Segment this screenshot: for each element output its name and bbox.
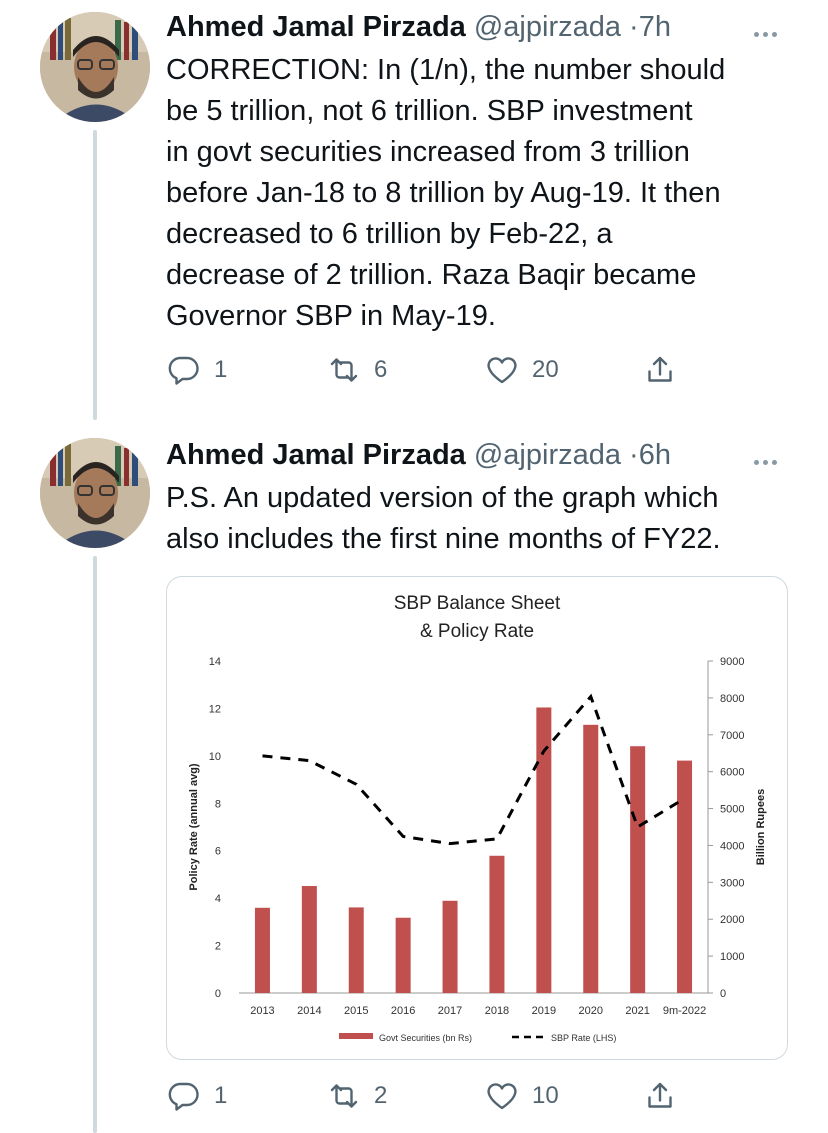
chart-subtitle: & Policy Rate — [420, 621, 534, 642]
y2-tick-label: 0 — [720, 988, 726, 1000]
thread-line — [93, 130, 97, 420]
retweet-count: 6 — [374, 356, 388, 383]
retweet-count: 2 — [374, 1082, 388, 1109]
y2-tick-label: 5000 — [720, 804, 744, 816]
bar — [395, 917, 411, 993]
y2-tick-label: 4000 — [720, 840, 744, 852]
like-count: 10 — [532, 1082, 559, 1109]
avatar-image — [40, 438, 150, 548]
retweet-icon — [330, 1084, 358, 1108]
separator: · — [629, 11, 639, 43]
y-tick-label: 0 — [215, 988, 221, 1000]
tweet[interactable]: Ahmed Jamal Pirzada @ajpirzada ·6h P.S. … — [0, 428, 828, 1133]
share-icon — [648, 356, 672, 382]
tweet-header: Ahmed Jamal Pirzada @ajpirzada ·7h — [166, 10, 671, 44]
author-handle[interactable]: @ajpirzada — [473, 439, 621, 471]
bar — [348, 907, 364, 993]
y-tick-label: 10 — [209, 751, 221, 763]
thread-line — [93, 556, 97, 1133]
y2-tick-label: 6000 — [720, 767, 744, 779]
x-tick-label: 2016 — [391, 1005, 415, 1017]
y-tick-label: 12 — [209, 703, 221, 715]
x-tick-label: 2017 — [438, 1005, 462, 1017]
share-button[interactable] — [642, 350, 678, 390]
x-tick-label: 2021 — [625, 1005, 649, 1017]
bar — [442, 900, 458, 993]
bar — [489, 855, 505, 993]
reply-count: 1 — [214, 1082, 228, 1109]
tweet-actions: 1 6 20 — [166, 350, 726, 390]
bar — [630, 746, 646, 993]
tweet-text: P.S. An updated version of the graph whi… — [166, 482, 721, 555]
heart-icon — [487, 1083, 517, 1110]
tweet-header: Ahmed Jamal Pirzada @ajpirzada ·6h — [166, 438, 671, 472]
retweet-button[interactable]: 2 — [326, 1076, 387, 1116]
bar — [301, 886, 317, 993]
y2-tick-label: 9000 — [720, 656, 744, 668]
like-button[interactable]: 10 — [484, 1076, 559, 1116]
x-tick-label: 2020 — [579, 1005, 603, 1017]
y2-tick-label: 3000 — [720, 877, 744, 889]
x-tick-label: 2018 — [485, 1005, 509, 1017]
chart-title: SBP Balance Sheet — [394, 593, 561, 614]
y-axis-label: Policy Rate (annual avg) — [188, 763, 200, 890]
heart-icon — [487, 357, 517, 384]
x-tick-label: 9m-2022 — [663, 1005, 706, 1017]
legend-label: SBP Rate (LHS) — [551, 1033, 616, 1043]
tweet-text: CORRECTION: In (1/n), the number should … — [166, 54, 726, 332]
author-name[interactable]: Ahmed Jamal Pirzada — [166, 11, 466, 43]
avatar-image — [40, 12, 150, 122]
bar — [254, 907, 270, 993]
y-tick-label: 4 — [215, 893, 221, 905]
y2-tick-label: 2000 — [720, 914, 744, 926]
share-icon — [648, 1082, 672, 1108]
reply-icon — [168, 356, 199, 385]
bar — [677, 760, 693, 993]
reply-button[interactable]: 1 — [166, 1076, 227, 1116]
x-tick-label: 2019 — [532, 1005, 556, 1017]
y-tick-label: 6 — [215, 846, 221, 858]
legend-label: Govt Securities (bn Rs) — [379, 1033, 472, 1043]
y2-axis-label: Billion Rupees — [755, 789, 767, 865]
share-button[interactable] — [642, 1076, 678, 1116]
y-tick-label: 8 — [215, 798, 221, 810]
chart-image[interactable]: SBP Balance Sheet & Policy Rate Policy R… — [166, 576, 788, 1060]
legend-swatch-bar — [339, 1033, 373, 1039]
author-avatar[interactable] — [40, 438, 150, 548]
reply-count: 1 — [214, 356, 228, 383]
policy-rate-line — [262, 693, 686, 846]
reply-icon — [168, 1082, 199, 1111]
author-handle[interactable]: @ajpirzada — [473, 11, 621, 43]
retweet-icon — [330, 358, 358, 382]
y2-tick-label: 1000 — [720, 951, 744, 963]
author-avatar[interactable] — [40, 12, 150, 122]
tweet-time[interactable]: 7h — [638, 11, 671, 43]
retweet-button[interactable]: 6 — [326, 350, 387, 390]
y-tick-label: 14 — [209, 656, 221, 668]
like-count: 20 — [532, 356, 559, 383]
x-tick-label: 2015 — [344, 1005, 368, 1017]
y-tick-label: 2 — [215, 941, 221, 953]
bar — [536, 707, 552, 993]
tweet-time[interactable]: 6h — [638, 439, 671, 471]
x-tick-label: 2014 — [297, 1005, 321, 1017]
bar — [583, 724, 599, 993]
tweet-actions: 1 2 10 — [166, 1076, 726, 1116]
y2-tick-label: 8000 — [720, 693, 744, 705]
x-tick-label: 2013 — [250, 1005, 274, 1017]
more-icon[interactable] — [754, 452, 784, 465]
reply-button[interactable]: 1 — [166, 350, 227, 390]
tweet[interactable]: Ahmed Jamal Pirzada @ajpirzada ·7h CORRE… — [0, 0, 828, 420]
like-button[interactable]: 20 — [484, 350, 559, 390]
separator: · — [629, 439, 639, 471]
chart: SBP Balance Sheet & Policy Rate Policy R… — [188, 593, 767, 1043]
author-name[interactable]: Ahmed Jamal Pirzada — [166, 439, 466, 471]
y2-tick-label: 7000 — [720, 730, 744, 742]
more-icon[interactable] — [754, 24, 784, 37]
